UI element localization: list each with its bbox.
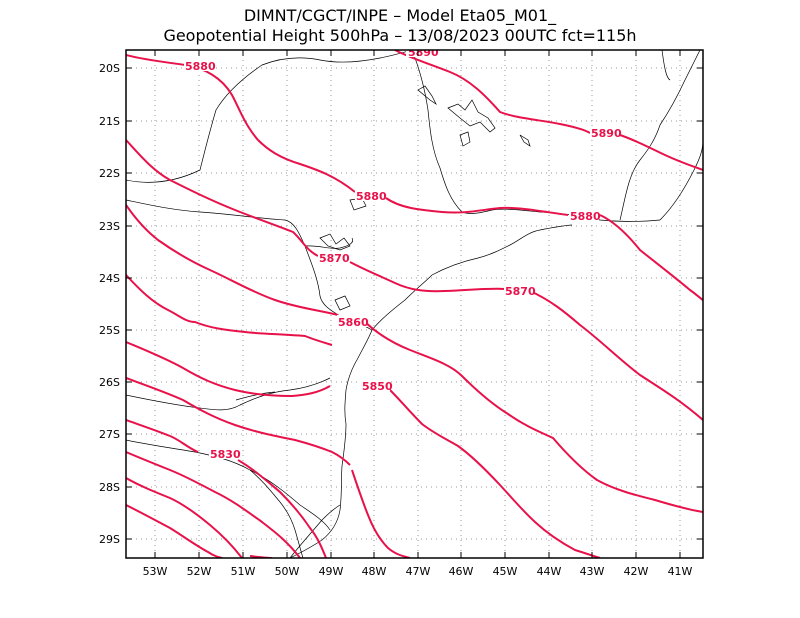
lon-tick-label: 46W xyxy=(449,565,474,578)
contour-line xyxy=(529,290,703,421)
contour-label: 5830 xyxy=(210,448,241,461)
contour-line xyxy=(389,389,601,558)
lat-tick-label: 27S xyxy=(99,428,120,441)
contour-line xyxy=(364,321,703,513)
contour-label: 5880 xyxy=(356,190,387,203)
contour-line xyxy=(126,341,331,398)
lat-tick-label: 21S xyxy=(99,115,120,128)
longitude-axis xyxy=(154,50,681,558)
contour-label: 5880 xyxy=(570,210,601,223)
lon-tick-label: 51W xyxy=(231,565,256,578)
contour-label: 5860 xyxy=(338,316,369,329)
lat-tick-label: 29S xyxy=(99,533,120,546)
lat-tick-label: 24S xyxy=(99,272,120,285)
contour-line xyxy=(126,204,339,316)
contour-line xyxy=(126,377,351,466)
coastline-borders xyxy=(126,50,703,558)
graticule-grid xyxy=(126,50,703,558)
contour-line xyxy=(599,214,703,301)
contour-label: 5870 xyxy=(319,252,350,265)
contour-label: 5890 xyxy=(408,46,439,59)
contour-line xyxy=(126,477,243,558)
contour-label: 5850 xyxy=(362,380,393,393)
map-title-line-2: Geopotential Height 500hPa – 13/08/2023 … xyxy=(163,26,637,45)
lat-tick-label: 23S xyxy=(99,220,120,233)
lon-tick-label: 52W xyxy=(187,565,212,578)
contour-line xyxy=(126,274,333,346)
contour-line xyxy=(351,469,411,558)
lat-tick-label: 22S xyxy=(99,167,120,180)
contour-line xyxy=(126,419,199,453)
latitude-axis xyxy=(126,67,703,540)
contour-line xyxy=(126,54,356,193)
contour-label: 5870 xyxy=(505,285,536,298)
lakes xyxy=(319,85,531,311)
lon-tick-label: 49W xyxy=(319,565,344,578)
contour-line xyxy=(237,459,327,558)
contour-line xyxy=(126,139,319,257)
lon-tick-label: 41W xyxy=(668,565,693,578)
lat-tick-label: 26S xyxy=(99,376,120,389)
geopotential-contours xyxy=(126,50,703,558)
contour-label: 5890 xyxy=(591,127,622,140)
contour-line xyxy=(385,197,569,216)
lon-tick-label: 45W xyxy=(493,565,518,578)
map-frame xyxy=(125,49,704,559)
lon-tick-label: 53W xyxy=(143,565,168,578)
lat-tick-label: 28S xyxy=(99,481,120,494)
lon-tick-label: 43W xyxy=(580,565,605,578)
contour-line xyxy=(126,451,301,558)
contour-line xyxy=(349,261,506,293)
map-title-line-1: DIMNT/CGCT/INPE – Model Eta05_M01_ xyxy=(243,6,557,25)
contour-line xyxy=(126,504,223,558)
contour-line xyxy=(619,134,703,171)
lon-tick-label: 50W xyxy=(275,565,300,578)
lat-tick-label: 20S xyxy=(99,62,120,75)
contour-label: 5880 xyxy=(185,60,216,73)
contour-line xyxy=(394,50,591,134)
lon-tick-label: 48W xyxy=(362,565,387,578)
lon-tick-label: 47W xyxy=(406,565,431,578)
lon-tick-label: 44W xyxy=(537,565,562,578)
lat-tick-label: 25S xyxy=(99,324,120,337)
lon-tick-label: 42W xyxy=(624,565,649,578)
